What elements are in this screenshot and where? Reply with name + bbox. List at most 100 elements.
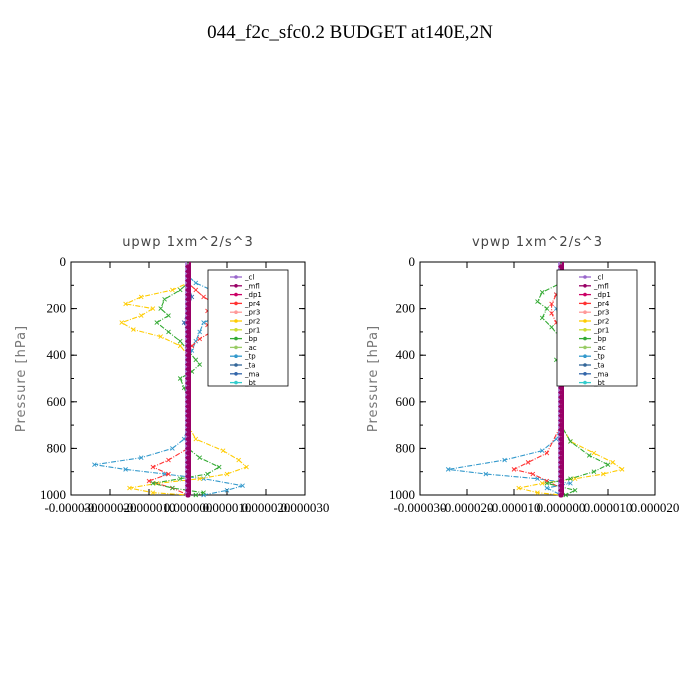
zero-line-marker: [185, 342, 191, 349]
data-point: [591, 450, 597, 456]
legend-marker: [234, 363, 238, 367]
zero-line-marker: [185, 459, 191, 466]
legend-marker: [583, 301, 587, 306]
data-point: [166, 457, 171, 463]
legend-marker: [234, 345, 238, 350]
data-point: [193, 280, 199, 286]
zero-line-marker: [185, 473, 191, 480]
zero-line-marker: [185, 394, 191, 401]
y-tick-label: 200: [396, 301, 416, 316]
data-point: [170, 446, 175, 451]
y-tick-label: 200: [47, 301, 67, 316]
data-point: [92, 462, 97, 468]
zero-line-marker: [185, 492, 191, 498]
legend-marker: [234, 292, 238, 297]
legend-label: _cl: [244, 274, 254, 282]
zero-line-marker: [185, 487, 191, 494]
zero-line-marker: [185, 366, 191, 373]
legend-marker: [583, 363, 587, 367]
data-point: [511, 467, 517, 472]
legend-label: _cl: [593, 274, 603, 282]
zero-line-marker: [185, 286, 191, 293]
zero-line-marker: [185, 305, 191, 312]
legend-label: _pr2: [244, 318, 260, 326]
zero-line-marker: [558, 408, 564, 415]
zero-line-marker: [558, 389, 564, 396]
data-point: [193, 338, 199, 344]
legend-marker: [583, 292, 587, 297]
data-point: [591, 469, 597, 475]
data-point: [568, 481, 573, 486]
data-point: [197, 455, 203, 461]
data-point: [177, 343, 183, 349]
data-point: [619, 467, 625, 472]
zero-line-marker: [185, 389, 191, 396]
data-point: [201, 294, 206, 300]
data-point: [197, 362, 203, 367]
legend-marker: [234, 372, 238, 376]
y-tick-label: 400: [47, 347, 67, 362]
zero-line-marker: [185, 370, 191, 377]
data-point: [123, 301, 128, 307]
data-point: [544, 450, 550, 456]
legend-label: _pr3: [244, 309, 260, 317]
legend-label: _ta: [244, 362, 256, 370]
zero-line-marker: [185, 408, 191, 415]
legend-marker: [583, 354, 587, 359]
zero-line-marker: [558, 263, 564, 270]
data-point: [568, 476, 573, 482]
legend-marker: [583, 275, 587, 279]
data-point: [201, 320, 206, 325]
data-point: [563, 492, 569, 498]
zero-line-marker: [558, 403, 564, 410]
legend-marker: [583, 310, 587, 315]
data-point: [549, 324, 554, 330]
y-tick-label: 600: [47, 394, 67, 409]
legend-marker: [234, 319, 238, 323]
data-point: [610, 460, 616, 465]
zero-line-marker: [558, 436, 564, 443]
zero-line-marker: [185, 352, 191, 359]
data-point: [539, 481, 545, 486]
data-point: [220, 448, 226, 454]
data-point: [150, 306, 156, 311]
legend-marker: [234, 310, 238, 315]
data-point: [568, 439, 573, 444]
data-point: [166, 313, 171, 318]
data-point: [502, 457, 507, 463]
data-point: [193, 357, 199, 363]
legend-marker: [583, 328, 587, 332]
data-point: [177, 287, 183, 293]
data-point: [445, 467, 451, 472]
data-point: [240, 483, 245, 488]
legend-label: _ac: [593, 344, 606, 352]
legend-marker: [234, 301, 238, 306]
zero-line-marker: [185, 436, 191, 443]
legend-label: _dp1: [593, 291, 611, 299]
legend-label: _tp: [244, 353, 256, 361]
zero-line-marker: [185, 398, 191, 405]
data-point: [123, 467, 128, 472]
x-tick-label: -0.000020: [83, 500, 136, 515]
data-point: [600, 471, 606, 477]
zero-line-marker: [185, 314, 191, 321]
legend-label: _pr4: [244, 300, 261, 308]
zero-line-marker: [185, 361, 191, 368]
legend-label: _mfl: [244, 282, 260, 290]
zero-line-marker: [185, 319, 191, 326]
zero-line-marker: [185, 300, 191, 307]
zero-line-marker: [558, 450, 564, 457]
legend-marker: [583, 319, 587, 323]
data-point: [170, 287, 175, 293]
data-point: [150, 464, 156, 470]
data-point: [525, 460, 531, 465]
data-point: [146, 478, 152, 484]
zero-line-marker: [185, 464, 191, 471]
data-point: [216, 464, 222, 470]
zero-line-marker: [185, 422, 191, 429]
data-point: [197, 336, 203, 342]
data-point: [166, 471, 171, 477]
chart-panel-1: upwp 1xm^2/s^3 Pressure [hPa] 0 200 400 600 80…: [14, 235, 329, 515]
legend-label: _pr1: [244, 326, 260, 334]
legend-marker: [583, 336, 587, 341]
